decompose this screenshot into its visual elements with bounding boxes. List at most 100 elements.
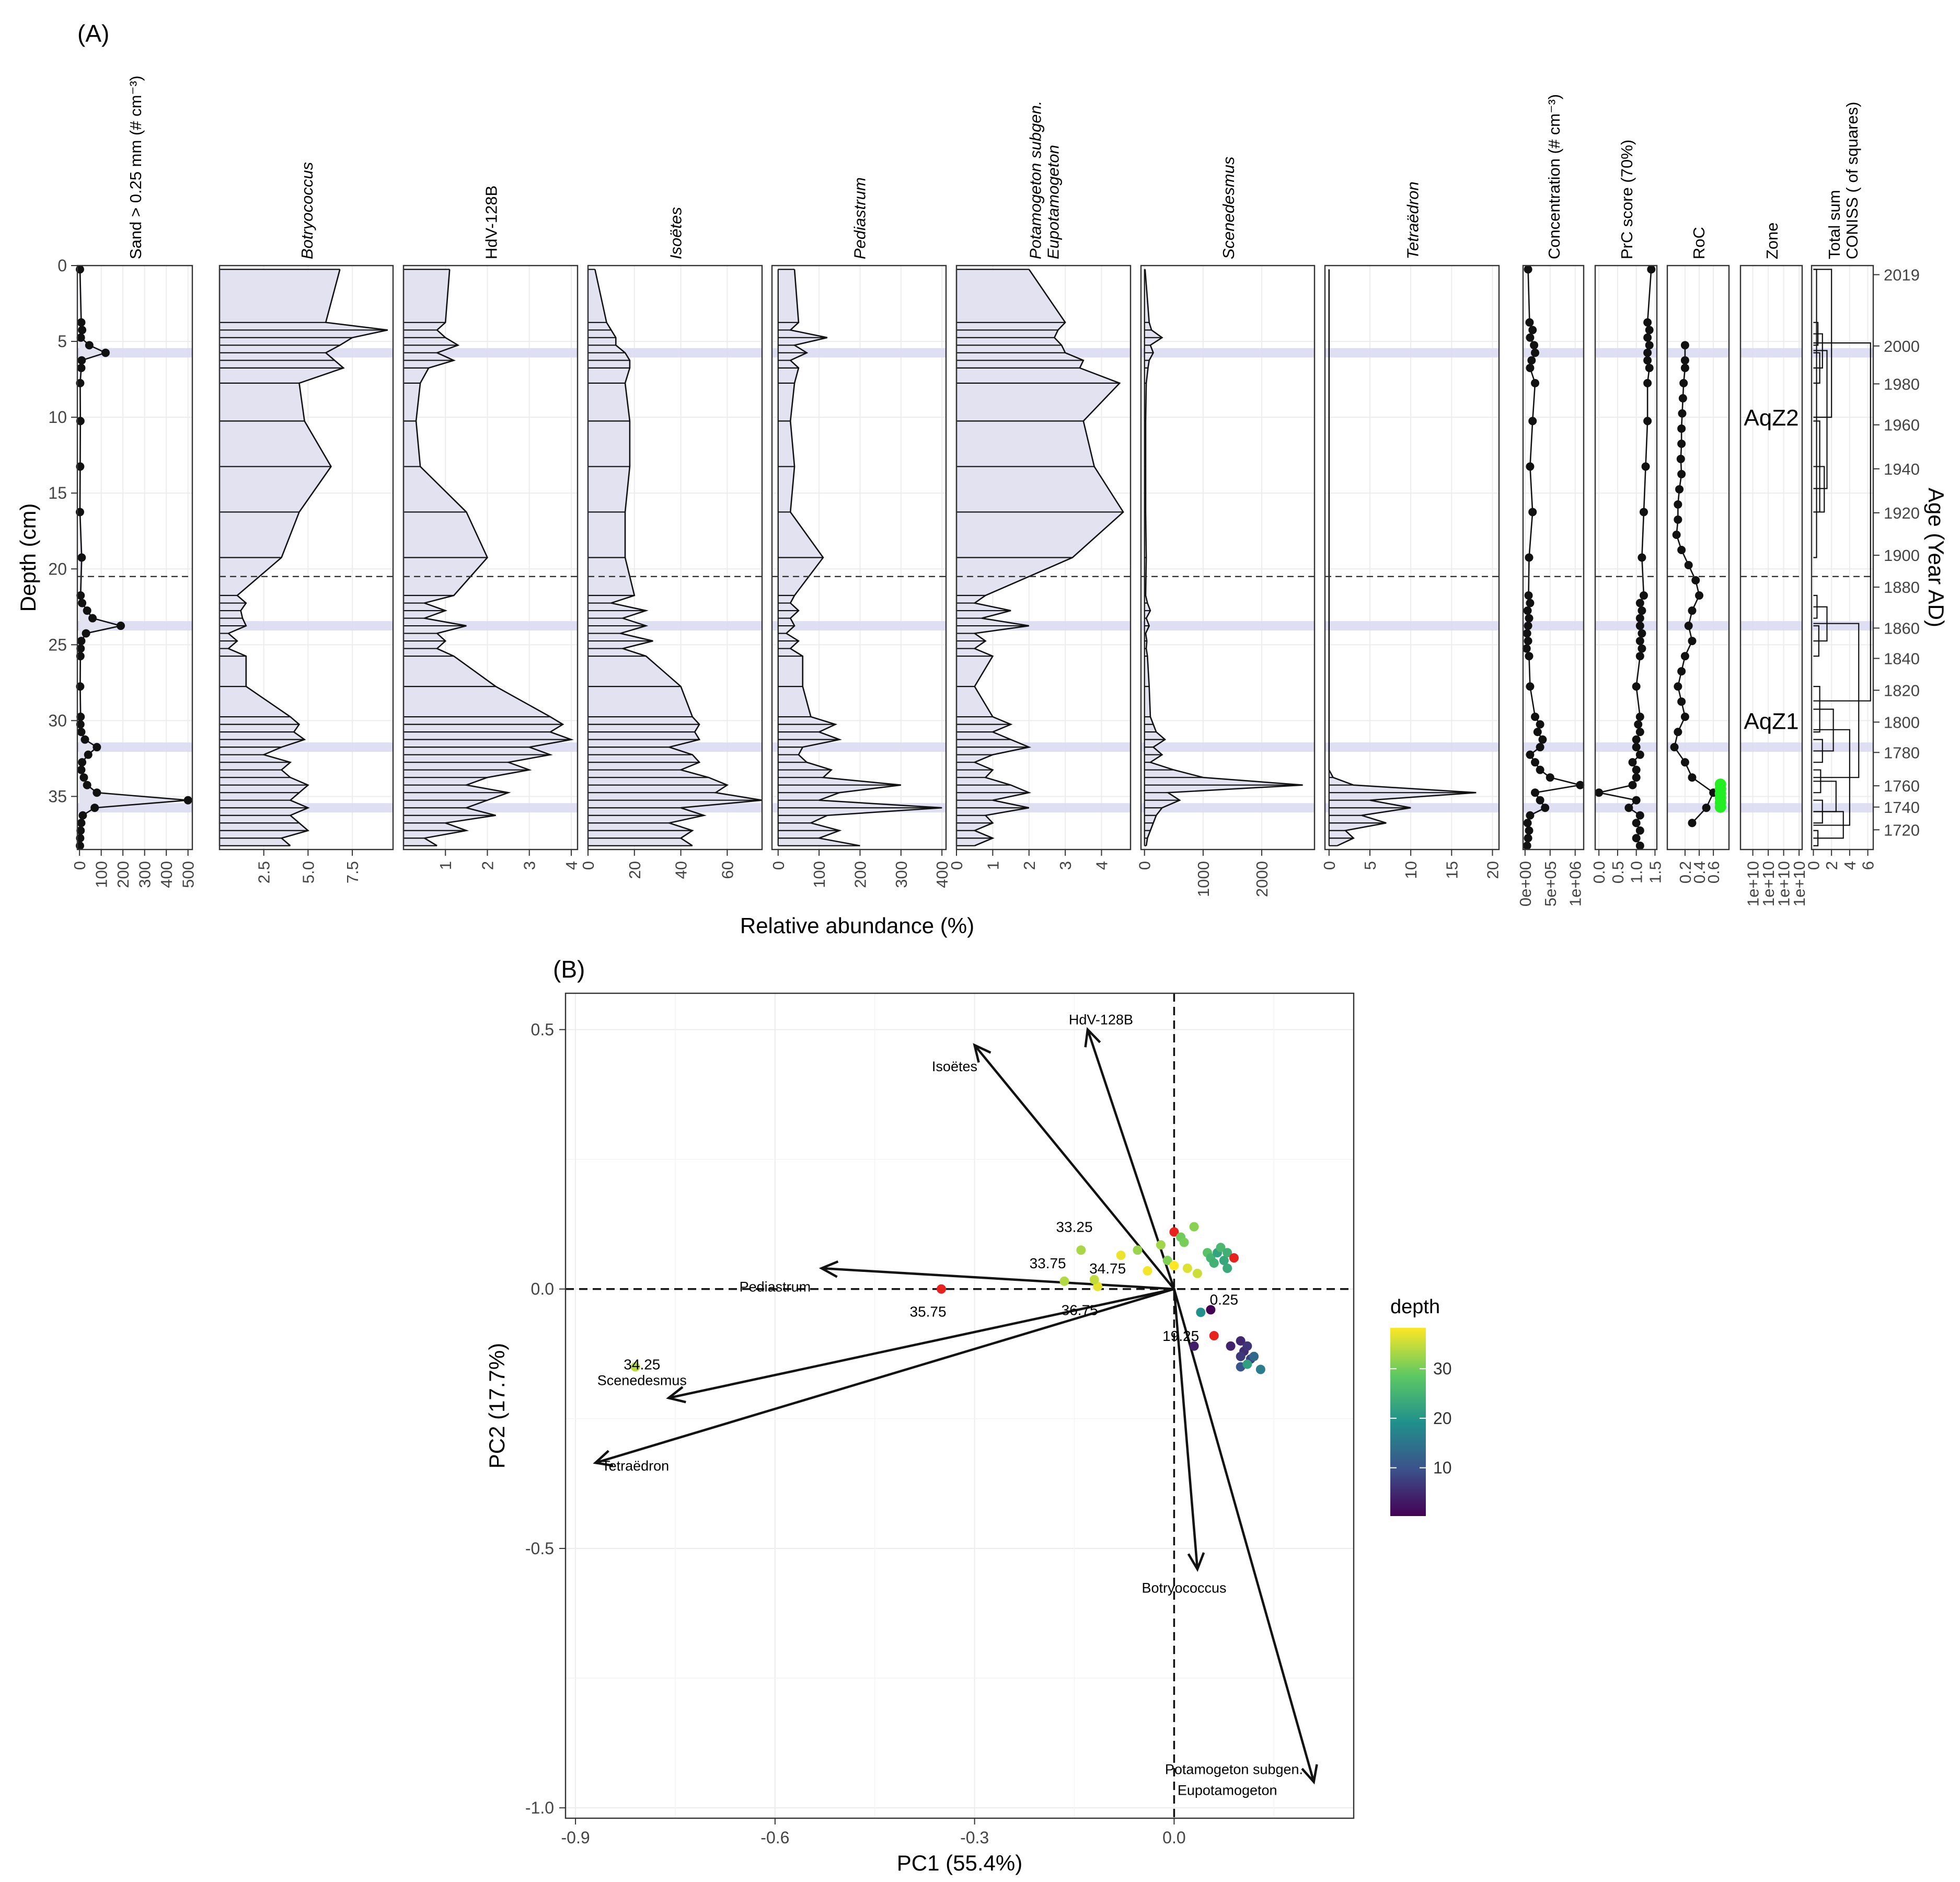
x-tick-label: 2.5: [255, 861, 273, 883]
curve-line: [415, 269, 574, 846]
x-tick-label: 0: [1136, 861, 1154, 870]
data-point: [1524, 265, 1532, 274]
data-point: [1531, 348, 1540, 357]
data-point: [1523, 819, 1532, 828]
data-point: [1680, 713, 1689, 721]
panel-frame: [1594, 265, 1658, 851]
data-point: [1632, 765, 1641, 774]
x-tick-label: 0: [1320, 861, 1339, 870]
age-tick-label: 1760: [1884, 777, 1920, 795]
x-tick-label: -0.9: [561, 1828, 590, 1847]
data-point: [1635, 652, 1644, 661]
x-tick-label: 1.5: [1646, 861, 1664, 883]
colorbar-tick-label: 20: [1433, 1409, 1452, 1428]
panel-header: Botryococcus: [298, 162, 316, 259]
x-tick-label: 4: [562, 861, 581, 870]
panel-header: Pediastrum: [851, 177, 869, 259]
data-point: [77, 728, 86, 737]
sample-point: [1156, 1240, 1166, 1250]
colorbar-tick-label: 10: [1433, 1459, 1452, 1477]
arrow-head: [973, 1043, 991, 1063]
sample-point: [1255, 1364, 1265, 1374]
highlight-band: [1667, 803, 1729, 813]
data-point: [1527, 356, 1536, 365]
data-point: [1635, 637, 1644, 646]
data-point: [1526, 811, 1535, 820]
data-point: [1677, 469, 1686, 478]
data-point: [1541, 804, 1550, 812]
y-tick-label: -0.5: [525, 1539, 554, 1558]
sample-point: [1249, 1351, 1259, 1361]
curve-line: [1144, 269, 1303, 846]
panel-frame: [1811, 265, 1874, 851]
highlight-band: [1740, 621, 1802, 631]
panel-7: 0 5 10 15 20 Tetraëdron: [1320, 181, 1502, 879]
x-axis-title: PC1 (55.4%): [897, 1851, 1022, 1875]
panel-header: RoC: [1690, 227, 1708, 259]
panel-frame: [76, 265, 193, 851]
x-tick-label: 1.0: [1628, 861, 1646, 883]
x-tick-label: 500: [179, 861, 198, 888]
point-label: 33.75: [1030, 1255, 1066, 1271]
data-point: [1525, 652, 1534, 661]
data-point: [78, 599, 87, 607]
data-point: [78, 326, 87, 335]
data-point: [1526, 599, 1535, 607]
data-point: [1526, 750, 1535, 759]
panel-0: 0 100 200 300 400 500 Sand > 0.25 mm (# cm⁻³): [71, 76, 198, 888]
x-tick-label: 1: [984, 861, 1002, 870]
data-point: [1635, 713, 1644, 721]
sample-point: [1236, 1351, 1246, 1361]
x-tick-label: 0: [1804, 861, 1823, 870]
data-point: [1643, 378, 1652, 387]
age-tick-label: 1720: [1884, 821, 1920, 839]
data-point: [77, 819, 86, 828]
highlight-band: [1523, 621, 1584, 631]
data-point: [1524, 834, 1532, 843]
y-axis-title: Depth (cm): [16, 503, 40, 612]
sample-point: [1223, 1264, 1232, 1273]
sample-point: [1076, 1245, 1086, 1255]
data-point: [1632, 773, 1641, 782]
data-point: [1531, 378, 1540, 387]
data-point: [76, 644, 85, 653]
dendrogram-link: [1813, 342, 1871, 702]
arrow-head: [1187, 1552, 1205, 1572]
age-tick-label: 1780: [1884, 743, 1920, 762]
colorbar: [1390, 1328, 1426, 1516]
data-point: [1680, 363, 1689, 372]
sample-point: [1223, 1248, 1232, 1258]
colorbar-tick-label: 30: [1433, 1359, 1452, 1378]
highlight-band: [1740, 742, 1802, 752]
age-tick-label: 1860: [1884, 619, 1920, 637]
data-point: [78, 758, 87, 767]
panel-header: PrC score (70%): [1618, 140, 1636, 259]
data-point: [76, 417, 85, 426]
panel-12: 2019 2000 1980 1960 1940 1920 1900 1880 1860 1840…: [1804, 102, 1949, 870]
sample-point: [1143, 1266, 1152, 1276]
data-point: [1635, 728, 1644, 737]
panel-header: Isoëtes: [667, 207, 685, 259]
data-point: [1531, 713, 1540, 721]
data-point: [77, 318, 86, 327]
data-point: [1670, 743, 1679, 752]
highlight-band: [1667, 742, 1729, 752]
panel-header: Total sum: [1825, 190, 1843, 259]
data-point: [1638, 553, 1646, 562]
panel-frame: [771, 265, 947, 851]
zone-label: AqZ1: [1744, 708, 1798, 734]
x-tick-label: 1: [436, 861, 455, 870]
sample-point: [1226, 1341, 1236, 1351]
highlight-band: [1740, 348, 1802, 358]
data-point: [1674, 515, 1682, 524]
y-tick-label: 30: [48, 711, 67, 730]
x-tick-label: 0.5: [1609, 861, 1627, 883]
x-tick-label: 40: [672, 861, 690, 879]
arrow-head: [666, 1386, 686, 1404]
x-tick-label: 0.6: [1704, 861, 1723, 883]
data-point: [1524, 637, 1532, 646]
highlight-band: [1325, 348, 1499, 358]
data-point: [1624, 804, 1633, 812]
highlight-band: [1812, 621, 1873, 631]
